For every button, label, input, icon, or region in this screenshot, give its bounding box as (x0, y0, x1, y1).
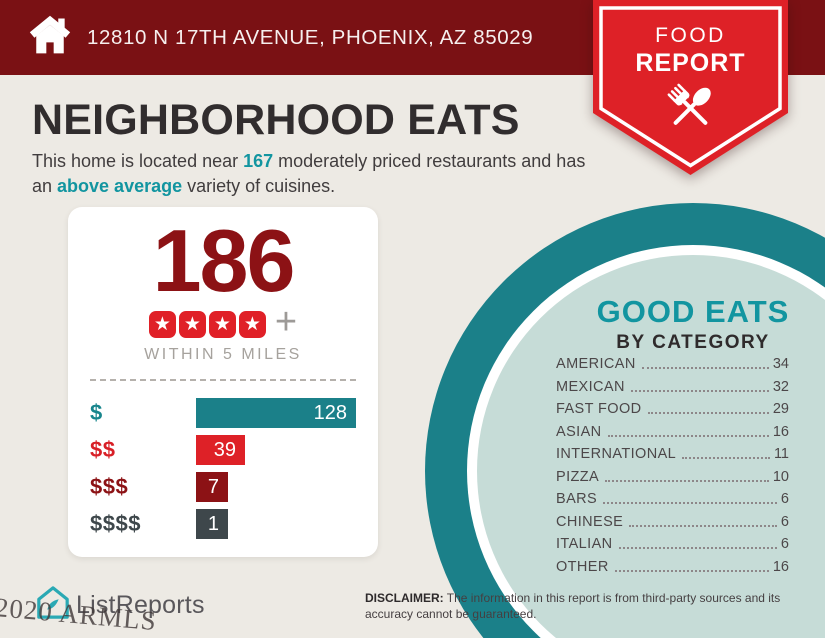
category-count: 6 (780, 491, 789, 507)
star-icon: ★ (238, 310, 266, 338)
dotted-leader (618, 547, 777, 549)
bar-track: 7 (196, 472, 356, 502)
bar: 39 (196, 435, 245, 465)
spoon-fork-icon (667, 83, 711, 125)
category-count: 16 (772, 423, 789, 440)
category-count: 10 (772, 468, 789, 485)
plus-icon: + (274, 301, 298, 343)
property-address: 12810 N 17TH AVENUE, PHOENIX, AZ 85029 (87, 25, 534, 49)
category-count: 11 (773, 446, 789, 462)
star-icon: ★ (148, 310, 176, 338)
bar-value: 1 (207, 512, 219, 535)
bar: 7 (196, 472, 228, 502)
bar-value: 7 (207, 475, 219, 498)
intro-part3: variety of cuisines. (182, 175, 336, 196)
category-row: CHINESE 6 (556, 513, 789, 530)
disclaimer: DISCLAIMER: The information in this repo… (365, 590, 825, 622)
food-report-badge: FOOD REPORT (593, 0, 788, 185)
intro-part1: This home is located near (32, 151, 244, 171)
category-row: ITALIAN 6 (556, 536, 789, 552)
good-eats-heading: GOOD EATS BY CATEGORY (523, 294, 825, 354)
category-count: 6 (780, 536, 789, 552)
bar-track: 39 (196, 435, 356, 465)
intro-sentence: This home is located near 167 moderately… (32, 149, 607, 198)
page-title: NEIGHBORHOOD EATS (32, 96, 520, 144)
logo-text: ListReports (76, 591, 205, 619)
intro-part2: moderately priced restaurants and has an (32, 151, 586, 196)
price-bar-row: $$ 39 (90, 435, 356, 465)
dotted-leader (603, 502, 777, 504)
dotted-leader (607, 434, 769, 437)
category-label: BARS (556, 491, 598, 507)
category-label: AMERICAN (556, 356, 636, 372)
disclaimer-text: The information in this report is from t… (365, 591, 781, 622)
badge-text: FOOD REPORT (593, 24, 788, 78)
category-count-list: AMERICAN 34 MEXICAN 32 FAST FOOD 29 ASIAN 16 INT… (556, 356, 789, 582)
category-row: AMERICAN 34 (556, 356, 789, 372)
category-row: PIZZA 10 (556, 468, 789, 485)
bar: 128 (196, 398, 356, 428)
category-label: ASIAN (556, 423, 602, 440)
category-label: CHINESE (556, 513, 624, 530)
star-icon: ★ (208, 310, 236, 338)
badge-line1: FOOD (655, 24, 726, 47)
price-level-label: $$$ (90, 474, 129, 499)
summary-card: 186 ★ ★ ★ ★ + WITHIN 5 MILES $128 $$ 39 $$$ 7 $$$… (68, 207, 378, 557)
dotted-leader (647, 412, 769, 414)
category-row: FAST FOOD 29 (556, 401, 789, 417)
dotted-leader (682, 457, 770, 459)
price-level-bar-chart: $128 $$ 39 $$$ 7 $$$$ 1 (68, 398, 378, 539)
price-bar-row: $$$$ 1 (90, 509, 356, 539)
category-count: 6 (780, 513, 789, 530)
bar: 1 (196, 509, 228, 539)
category-label: ITALIAN (556, 536, 613, 552)
star-icon: ★ (178, 310, 206, 338)
category-row: INTERNATIONAL 11 (556, 446, 789, 462)
category-count: 29 (772, 401, 789, 417)
category-count: 16 (772, 558, 789, 575)
category-row: BARS 6 (556, 491, 789, 507)
category-row: ASIAN 16 (556, 423, 789, 440)
category-row: MEXICAN 32 (556, 378, 789, 395)
dotted-leader (630, 389, 769, 392)
category-label: INTERNATIONAL (556, 446, 677, 462)
bar-track: 1 (196, 509, 356, 539)
dotted-leader (614, 569, 769, 572)
price-bar-row: $128 (90, 398, 356, 428)
listreports-house-icon (36, 585, 70, 626)
category-label: OTHER (556, 558, 609, 575)
category-label: FAST FOOD (556, 401, 642, 417)
bar-value: 128 (313, 401, 347, 424)
rating-stars: ★ ★ ★ ★ + (68, 303, 378, 341)
category-count: 32 (772, 378, 789, 395)
good-eats-subtitle: BY CATEGORY (616, 332, 770, 353)
category-label: MEXICAN (556, 378, 625, 395)
bar-track: 128 (196, 398, 356, 428)
listreports-logo: ListReports (36, 585, 205, 626)
home-icon (28, 13, 72, 62)
variety-highlight: above average (57, 175, 183, 196)
price-level-label: $ (90, 400, 103, 425)
dotted-leader (605, 479, 769, 482)
bar-value: 39 (213, 438, 236, 461)
disclaimer-label: DISCLAIMER: (365, 591, 444, 605)
dashed-divider (90, 379, 356, 381)
category-count: 34 (772, 356, 789, 372)
restaurant-count: 167 (243, 151, 274, 171)
category-row: OTHER 16 (556, 558, 789, 575)
price-bar-row: $$$ 7 (90, 472, 356, 502)
radius-label: WITHIN 5 MILES (144, 346, 302, 363)
category-label: PIZZA (556, 468, 600, 485)
good-eats-title: GOOD EATS (596, 294, 790, 329)
dotted-leader (641, 367, 769, 369)
total-restaurants: 186 (152, 211, 296, 310)
dotted-leader (629, 524, 777, 527)
badge-line2: REPORT (635, 49, 746, 77)
price-level-label: $$$$ (90, 511, 141, 536)
price-level-label: $$ (90, 437, 116, 462)
